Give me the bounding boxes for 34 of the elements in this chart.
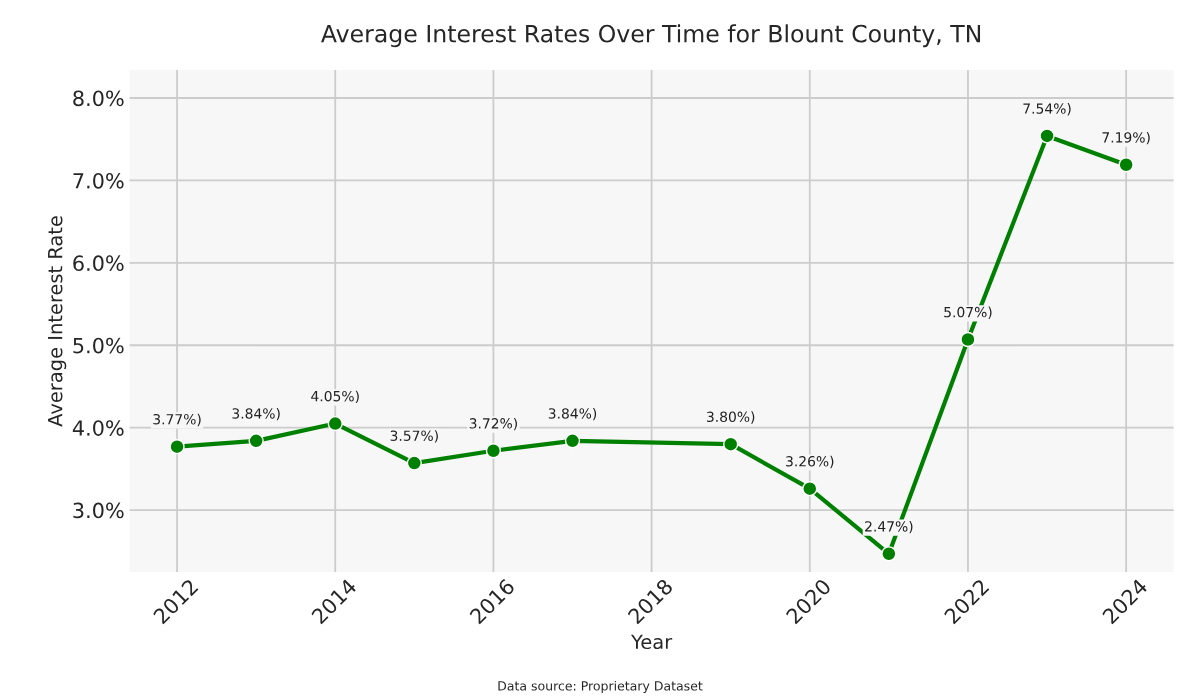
point <box>248 433 264 449</box>
data-label: 3.57%) <box>390 430 438 443</box>
y-tick-label: 5.0% <box>73 337 124 354</box>
point <box>802 481 818 497</box>
point <box>1118 157 1134 173</box>
y-tick-label: 4.0% <box>72 420 124 436</box>
data-label: 2.47%) <box>865 520 913 534</box>
y-axis-title: Average Interest Rate <box>48 216 67 427</box>
source-note: Data source: Proprietary Dataset <box>498 680 703 693</box>
data-label: 7.19%) <box>1102 131 1150 145</box>
point <box>169 438 185 455</box>
chart-title: Average Interest Rates Over Time for Blount County, TN <box>321 24 981 48</box>
y-tick-label: 7.0% <box>73 172 124 189</box>
y-tick-label: 3.0% <box>73 502 124 519</box>
x-axis-title: Year <box>630 634 673 650</box>
point <box>327 415 343 432</box>
data-label: 4.05%) <box>311 390 359 404</box>
point <box>881 546 897 562</box>
point <box>485 443 502 459</box>
point <box>406 455 422 471</box>
data-label: 5.07%) <box>944 306 992 319</box>
y-tick-label: 6.0% <box>73 255 124 272</box>
point <box>564 433 581 449</box>
data-label: 3.80%) <box>706 411 755 424</box>
data-label: 3.72%) <box>469 417 517 431</box>
data-label: 7.54%) <box>1023 103 1071 116</box>
data-label: 3.77%) <box>153 413 201 427</box>
data-label: 3.84%) <box>232 407 280 421</box>
point <box>723 436 739 452</box>
data-label: 3.84%) <box>548 407 597 421</box>
point <box>1039 128 1055 144</box>
data-label: 3.26%) <box>786 455 834 469</box>
point <box>960 331 976 348</box>
y-tick-label: 8.0% <box>73 90 124 107</box>
